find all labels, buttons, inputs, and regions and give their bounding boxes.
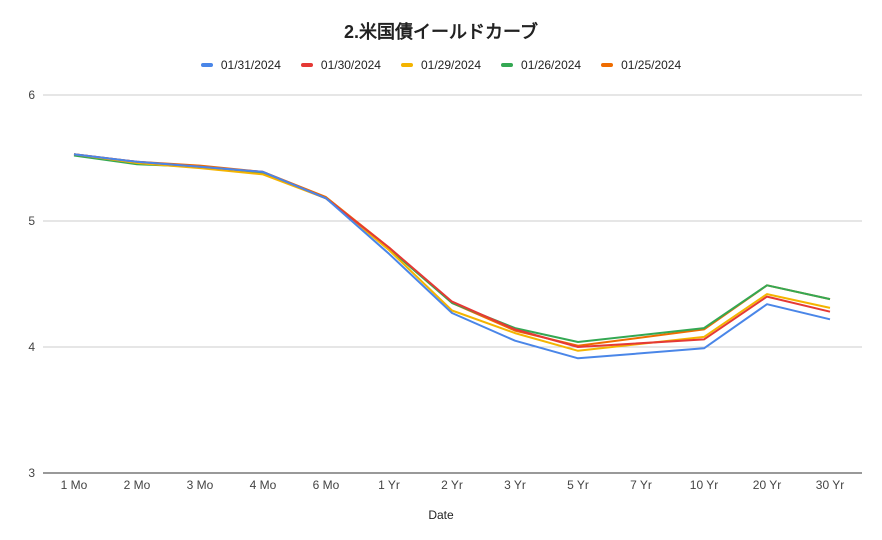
x-tick-label: 30 Yr [816,478,844,492]
legend-label: 01/29/2024 [420,58,482,72]
x-tick-label: 3 Mo [187,478,214,492]
legend-swatch [501,63,514,67]
x-tick-label: 10 Yr [690,478,718,492]
legend-item: 01/29/2024 [400,58,482,72]
y-tick-label: 4 [28,340,35,354]
legend-label: 01/31/2024 [220,58,281,72]
series-line [73,153,831,347]
legend-item: 01/30/2024 [300,58,381,72]
x-tick-label: 2 Mo [124,478,151,492]
x-axis-label: Date [428,508,454,522]
legend-item: 01/31/2024 [200,58,281,72]
x-tick-label: 4 Mo [250,478,277,492]
x-tick-label: 1 Yr [378,478,400,492]
legend-item: 01/26/2024 [501,58,581,72]
legend-label: 01/30/2024 [320,58,381,72]
x-tick-label: 2 Yr [441,478,463,492]
x-tick-label: 7 Yr [630,478,652,492]
x-tick-label: 5 Yr [567,478,589,492]
y-tick-label: 5 [28,214,35,228]
legend-item: 01/25/2024 [601,58,681,72]
chart-title: 2.米国債イールドカーブ [344,22,538,42]
chart-legend: 01/31/2024 01/30/2024 01/29/2024 01/26/2024… [0,58,882,72]
series-line [73,153,831,360]
y-tick-label: 6 [28,88,35,102]
legend-swatch [200,63,213,67]
x-tick-label: 6 Mo [313,478,340,492]
legend-label: 01/26/2024 [521,58,582,72]
series-line [73,153,831,352]
legend-swatch [601,63,614,67]
legend-swatch [300,63,313,67]
legend-swatch [400,63,413,67]
y-tick-label: 3 [28,466,35,480]
x-tick-label: 3 Yr [504,478,526,492]
series-line [73,153,831,348]
x-tick-label: 1 Mo [61,478,88,492]
legend-label: 01/25/2024 [621,58,682,72]
x-tick-label: 20 Yr [753,478,781,492]
